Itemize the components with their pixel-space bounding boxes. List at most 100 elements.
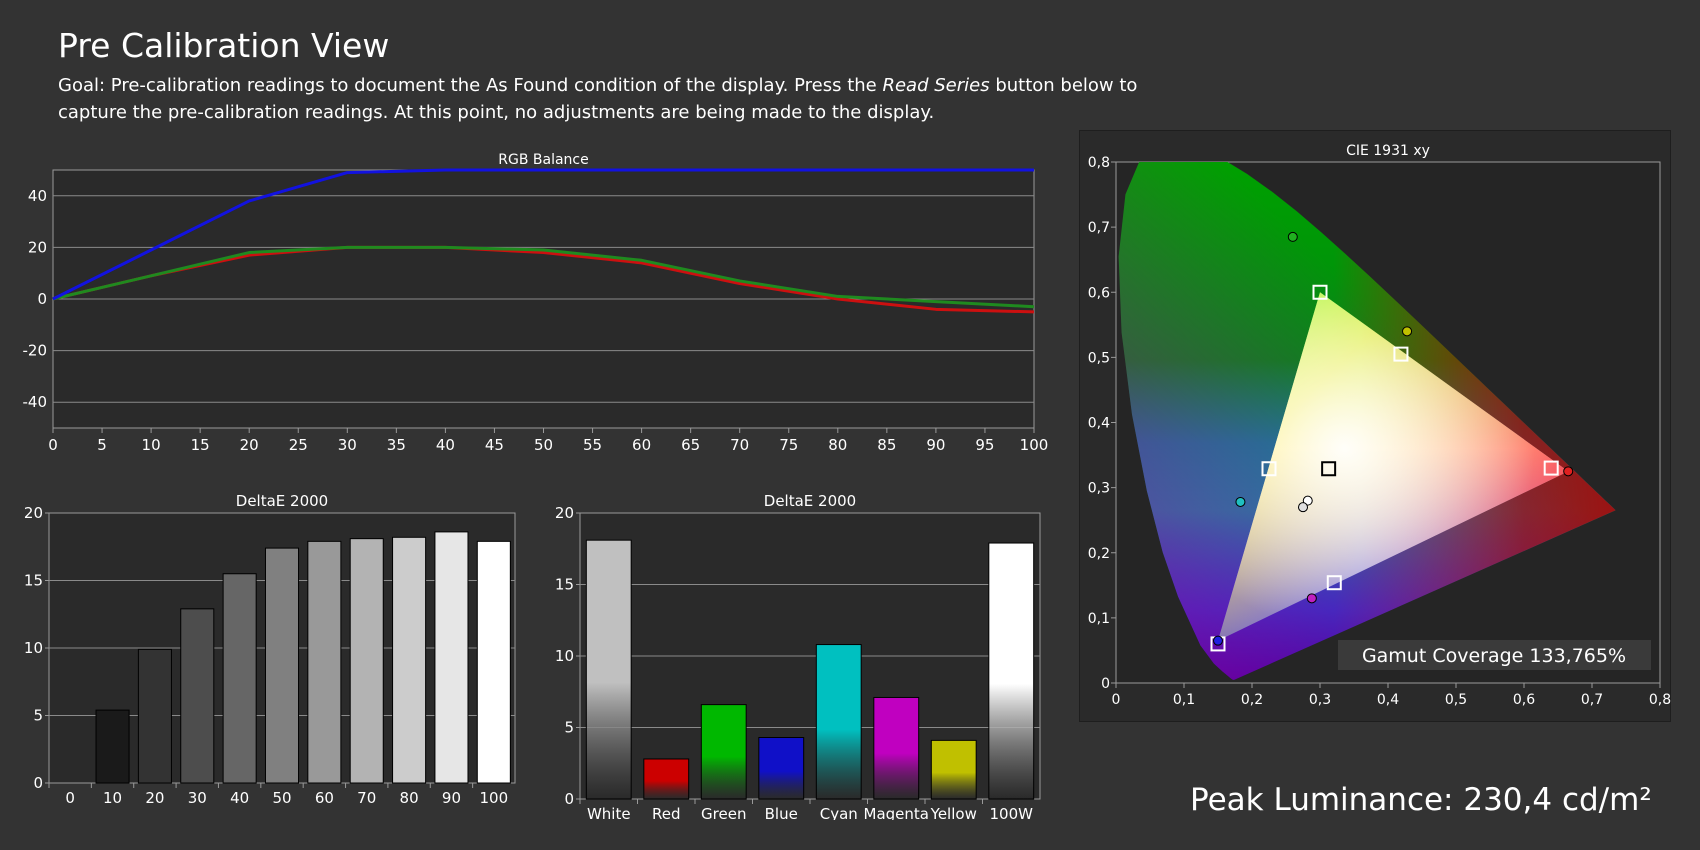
x-tick-label: Cyan xyxy=(820,805,858,820)
bar-40 xyxy=(222,573,257,784)
x-tick-label: 0 xyxy=(1112,692,1121,708)
y-tick-label: 10 xyxy=(555,647,574,665)
chart-title: DeltaE 2000 xyxy=(764,492,856,510)
x-tick-label: 80 xyxy=(400,789,419,807)
x-tick-label: 100 xyxy=(479,789,508,807)
y-tick-label: 0,6 xyxy=(1088,285,1110,301)
series-line-1 xyxy=(52,245,1035,309)
target-green xyxy=(1312,284,1328,300)
x-tick-label: Green xyxy=(701,805,746,820)
bar-100 xyxy=(476,540,511,784)
bar-30 xyxy=(180,608,215,784)
bar-yellow xyxy=(930,739,977,800)
x-tick-label: Red xyxy=(652,805,681,820)
x-tick-label: White xyxy=(587,805,631,820)
goal-prefix: Goal: Pre-calibration readings to docume… xyxy=(58,75,883,96)
bar-blue xyxy=(758,737,805,800)
x-tick-label: 5 xyxy=(97,436,107,454)
x-tick-label: 45 xyxy=(485,436,504,454)
target-yellow xyxy=(1393,346,1409,362)
bar-white xyxy=(585,539,632,800)
y-tick-label: 5 xyxy=(564,719,574,737)
series-line-0 xyxy=(52,245,1035,314)
goal-text: Goal: Pre-calibration readings to docume… xyxy=(58,72,1148,126)
measurement-magenta xyxy=(1306,593,1317,604)
y-tick-label: 0 xyxy=(564,790,574,808)
gamut-coverage-box xyxy=(1338,640,1651,670)
x-tick-label: 50 xyxy=(272,789,291,807)
x-tick-label: 90 xyxy=(926,436,945,454)
x-tick-label: 70 xyxy=(730,436,749,454)
bar-red xyxy=(643,758,690,800)
measurement-white-b xyxy=(1298,502,1308,513)
x-tick-label: 25 xyxy=(289,436,308,454)
x-tick-label: 30 xyxy=(338,436,357,454)
x-tick-label: 60 xyxy=(315,789,334,807)
cie-1931-chart: CIE 1931 xy 0 0,1 0,2 0,3 0,4 0,5 0,6 0,7 0,8 0 0,1… xyxy=(1088,143,1671,708)
y-tick-label: 0,8 xyxy=(1088,155,1110,171)
y-tick-label: 0,5 xyxy=(1088,350,1110,366)
y-tick-label: 0 xyxy=(33,774,43,792)
y-tick-label: 20 xyxy=(555,504,574,522)
y-tick-label: 0 xyxy=(37,290,47,308)
page-title: Pre Calibration View xyxy=(58,26,390,65)
bar-20 xyxy=(137,648,172,784)
y-tick-label: 15 xyxy=(555,576,574,594)
goal-suffix: button below to capture the pre-calibrat… xyxy=(58,75,1138,123)
deltae-grayscale-chart: DeltaE 2000 0 5 10 15 20 0 10 20 30 40 50 60 70 80 90 10… xyxy=(24,492,516,807)
x-tick-label: 0,7 xyxy=(1581,692,1603,708)
x-tick-label: 0,5 xyxy=(1445,692,1467,708)
y-tick-label: -40 xyxy=(23,393,48,411)
chart-title: DeltaE 2000 xyxy=(236,492,328,510)
target-red xyxy=(1543,460,1559,476)
y-tick-label: 0,2 xyxy=(1088,546,1110,562)
x-tick-label: Blue xyxy=(765,805,798,820)
y-tick-label: 10 xyxy=(24,639,43,657)
y-tick-label: 0,7 xyxy=(1088,220,1110,236)
chart-title: RGB Balance xyxy=(498,152,588,168)
x-tick-label: 20 xyxy=(145,789,164,807)
x-tick-label: 0,4 xyxy=(1377,692,1399,708)
x-tick-label: 95 xyxy=(975,436,994,454)
measurement-green xyxy=(1287,231,1298,242)
gamut-coverage-label: Gamut Coverage 133,765% xyxy=(1362,645,1626,667)
bar-10 xyxy=(95,709,130,784)
x-tick-label: Magenta xyxy=(864,805,929,820)
x-tick-label: 80 xyxy=(828,436,847,454)
bar-cyan xyxy=(815,644,862,800)
x-tick-label: 0 xyxy=(65,789,75,807)
x-tick-label: 90 xyxy=(442,789,461,807)
x-tick-label: 70 xyxy=(357,789,376,807)
y-tick-label: -20 xyxy=(23,342,48,360)
chart-title: CIE 1931 xy xyxy=(1346,143,1430,159)
bar-100w xyxy=(988,542,1035,800)
y-tick-label: 15 xyxy=(24,572,43,590)
x-tick-label: 0 xyxy=(48,436,58,454)
x-tick-label: 65 xyxy=(681,436,700,454)
x-tick-label: 20 xyxy=(240,436,259,454)
y-tick-label: 0 xyxy=(1101,676,1110,692)
bar-50 xyxy=(264,547,300,784)
x-tick-label: 0,6 xyxy=(1513,692,1535,708)
series-line-2 xyxy=(52,168,1034,301)
x-tick-label: 100W xyxy=(990,805,1034,820)
y-tick-label: 0,4 xyxy=(1088,416,1110,432)
bar-green xyxy=(700,704,747,800)
x-tick-label: 0,3 xyxy=(1309,692,1331,708)
x-tick-label: 10 xyxy=(142,436,161,454)
x-tick-label: 100 xyxy=(1020,436,1049,454)
y-tick-label: 5 xyxy=(33,707,43,725)
measurement-yellow xyxy=(1402,326,1413,337)
bar-80 xyxy=(392,536,427,784)
x-tick-label: 40 xyxy=(230,789,249,807)
x-tick-label: 0,1 xyxy=(1173,692,1195,708)
measurement-blue xyxy=(1213,635,1223,646)
y-tick-label: 20 xyxy=(24,504,43,522)
x-tick-label: 50 xyxy=(534,436,553,454)
x-tick-label: 0,8 xyxy=(1649,692,1671,708)
target-magenta xyxy=(1326,575,1342,591)
measurement-red xyxy=(1563,466,1574,477)
bar-90 xyxy=(434,531,469,784)
y-tick-label: 0,3 xyxy=(1088,481,1110,497)
x-tick-label: 75 xyxy=(779,436,798,454)
